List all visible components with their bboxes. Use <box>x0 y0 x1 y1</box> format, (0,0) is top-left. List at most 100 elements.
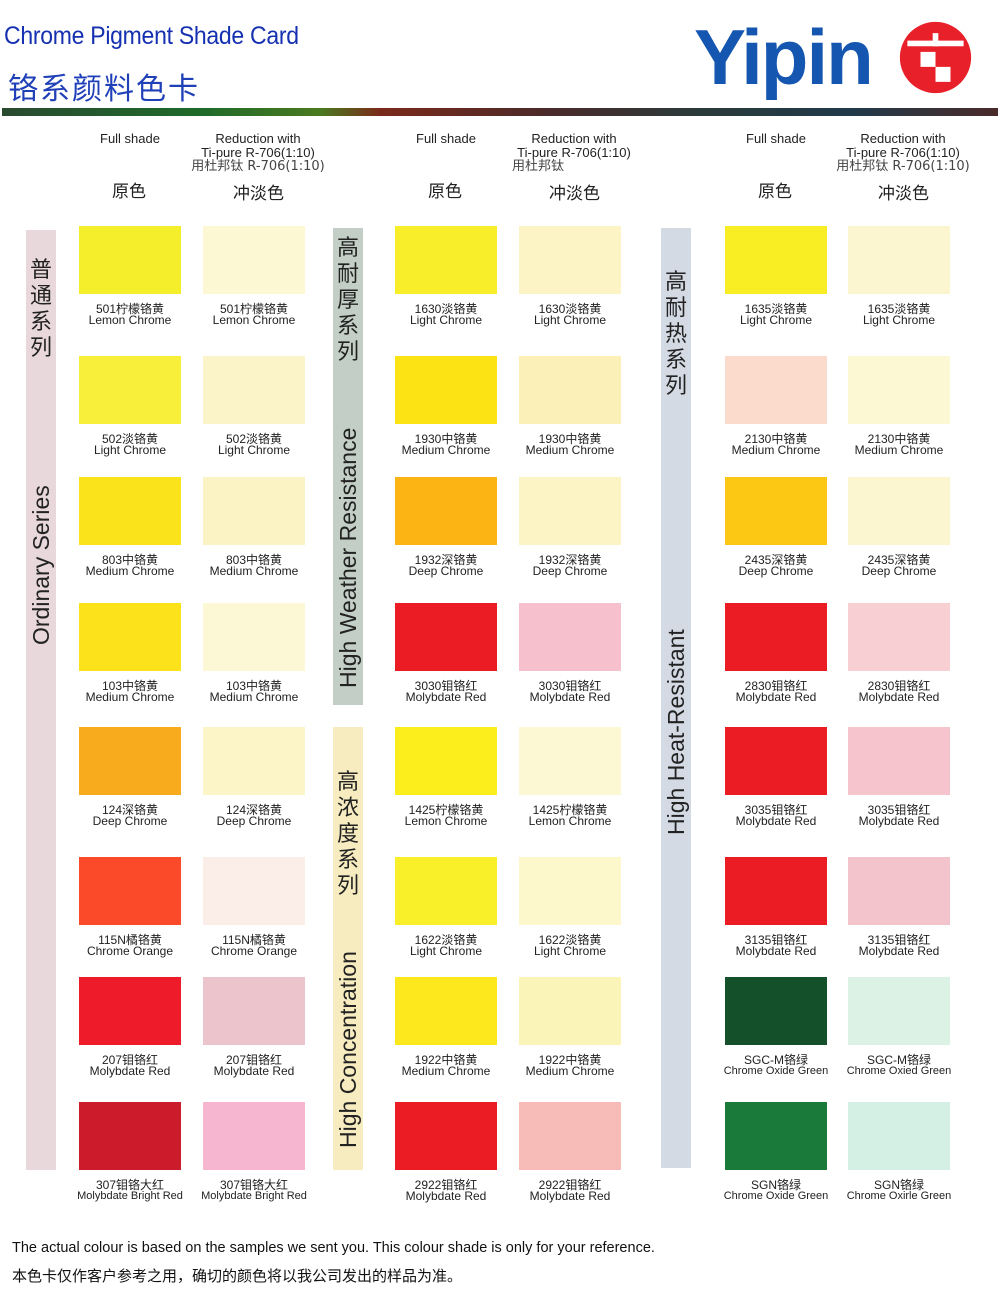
swatch-full <box>79 477 181 545</box>
pigment-name: Light Chrome <box>409 944 483 958</box>
swatch-label: 307钼铬大红 Molybdate Bright Red <box>65 1179 195 1202</box>
swatch-full <box>79 603 181 671</box>
full-shade-header: Full shade <box>416 131 476 146</box>
swatch-reduced <box>203 477 305 545</box>
pigment-code: 207钼铬红 <box>101 1053 159 1067</box>
swatch-reduced <box>848 226 950 294</box>
pigment-name: Molybdate Red <box>213 1064 295 1078</box>
series-bar <box>333 228 363 705</box>
pigment-name: Molybdate Red <box>405 690 487 704</box>
swatch-full <box>79 356 181 424</box>
pigment-name: Medium Chrome <box>85 564 175 578</box>
pigment-name: Light Chrome <box>533 944 607 958</box>
swatch-label: 501柠檬铬黄 Lemon Chrome <box>65 303 195 326</box>
swatch-label: SGN铬绿 Chrome Oxide Green <box>711 1178 841 1202</box>
pigment-code: SGN铬绿 <box>873 1178 924 1192</box>
pigment-code: 3030钼铬红 <box>414 679 478 693</box>
swatch-label: 502淡铬黄 Light Chrome <box>189 433 319 456</box>
pigment-code: 1930中铬黄 <box>414 432 478 446</box>
pigment-code: 1922中铬黄 <box>538 1053 602 1067</box>
yipin-logo-text: Yipin <box>694 13 874 101</box>
pigment-name: Medium Chrome <box>401 1064 491 1078</box>
reduction-header: Reduction with Ti-pure R-706(1:10) 用杜邦钛 R-… <box>188 132 328 174</box>
full-shade-header: Full shade <box>746 131 806 146</box>
reduction-line1: Reduction with <box>860 131 946 146</box>
swatch-label: 103中铬黄 Medium Chrome <box>65 679 195 703</box>
swatch-reduced <box>203 226 305 294</box>
swatch-full <box>725 477 827 545</box>
swatch-label: 124深铬黄 Deep Chrome <box>189 803 319 827</box>
reduction-header: Reduction with Ti-pure R-706(1:10) 用杜邦钛 <box>504 132 644 174</box>
swatch-label: 1922中铬黄 Medium Chrome <box>381 1053 511 1078</box>
reduction-cn-header: 冲淡色 <box>878 184 929 204</box>
swatch-full <box>395 226 497 294</box>
pigment-name: Deep Chrome <box>92 814 168 828</box>
pigment-name: Molybdate Red <box>529 690 611 704</box>
swatch-full <box>395 603 497 671</box>
swatch-label: 1630淡铬黄 Light Chrome <box>505 302 635 326</box>
swatch-reduced <box>203 977 305 1045</box>
swatch-reduced <box>848 356 950 424</box>
pigment-code: 124深铬黄 <box>225 803 283 817</box>
pigment-code: 3135钼铬红 <box>744 933 808 947</box>
pigment-name: Light Chrome <box>409 313 483 327</box>
pigment-name: Molybdate Red <box>858 814 940 828</box>
swatch-full <box>725 1102 827 1170</box>
pigment-name: Deep Chrome <box>532 564 608 578</box>
swatch-reduced <box>848 857 950 925</box>
swatch-full <box>79 226 181 294</box>
pigment-code: 124深铬黄 <box>101 803 159 817</box>
swatch-full <box>725 727 827 795</box>
series-bar <box>26 230 56 1170</box>
pigment-code: SGN铬绿 <box>750 1178 801 1192</box>
swatch-label: 1932深铬黄 Deep Chrome <box>505 554 635 578</box>
series-label-en: High Concentration <box>335 951 361 1148</box>
swatch-label: 3030钼铬红 Molybdate Red <box>505 680 635 704</box>
pigment-name: Lemon Chrome <box>212 313 296 327</box>
reduction-cn-sub: 用杜邦钛 R-706(1:10) <box>836 159 970 174</box>
pigment-code: SGC-M铬绿 <box>744 1053 808 1067</box>
swatch-full <box>725 603 827 671</box>
series-label-cn: 高耐厚系列 <box>336 236 359 365</box>
swatch-reduced <box>519 603 621 671</box>
swatch-label: 2435深铬黄 Deep Chrome <box>711 554 841 577</box>
pigment-code: 803中铬黄 <box>225 553 283 567</box>
pigment-code: 1622淡铬黄 <box>414 933 478 947</box>
swatch-label: 207钼铬红 Molybdate Red <box>189 1054 319 1078</box>
swatch-full <box>725 977 827 1045</box>
swatch-full <box>395 977 497 1045</box>
reduction-header: Reduction with Ti-pure R-706(1:10) 用杜邦钛 R-… <box>833 132 973 174</box>
swatch-label: 2830钼铬红 Molybdate Red <box>834 680 964 703</box>
swatch-label: 1622淡铬黄 Light Chrome <box>505 934 635 958</box>
pigment-code: 2130中铬黄 <box>744 432 808 446</box>
pigment-code: 1922中铬黄 <box>414 1053 478 1067</box>
pigment-name: Chrome Orange <box>210 944 298 958</box>
pigment-name: Molybdate Bright Red <box>77 1190 183 1202</box>
pigment-code: 307钼铬大红 <box>219 1178 289 1192</box>
swatch-reduced <box>848 727 950 795</box>
reduction-cn-header: 冲淡色 <box>549 184 600 204</box>
pigment-name: Molybdate Red <box>858 944 940 958</box>
pigment-code: 1630淡铬黄 <box>538 302 602 316</box>
swatch-reduced <box>519 1102 621 1170</box>
pigment-code: 115N橘铬黄 <box>222 933 286 947</box>
title-chinese: 铬系颜料色卡 <box>8 72 200 107</box>
swatch-label: 803中铬黄 Medium Chrome <box>189 553 319 577</box>
pigment-name: Molybdate Red <box>735 814 817 828</box>
pigment-name: Lemon Chrome <box>404 814 488 828</box>
swatch-label: 3035钼铬红 Molybdate Red <box>834 804 964 828</box>
reduction-cn-sub: 用杜邦钛 R-706(1:10) <box>191 159 325 174</box>
reduction-line1: Reduction with <box>215 131 301 146</box>
pigment-code: 115N橘铬黄 <box>98 933 162 947</box>
pigment-code: 103中铬黄 <box>101 679 159 693</box>
series-label-cn: 普通系列 <box>29 258 52 361</box>
pigment-code: 103中铬黄 <box>225 679 283 693</box>
disclaimer-chinese: 本色卡仅作客户参考之用，确切的颜色将以我公司发出的样品为准。 <box>12 1267 463 1285</box>
swatch-full <box>395 1102 497 1170</box>
pigment-code: 1425柠檬铬黄 <box>408 803 484 817</box>
series-label-en: High Weather Resistance <box>335 427 361 688</box>
pigment-code: 1635淡铬黄 <box>744 302 808 316</box>
pigment-name: Light Chrome <box>739 313 813 327</box>
pigment-code: 1425柠檬铬黄 <box>532 803 608 817</box>
pigment-name: Chrome Orange <box>86 944 174 958</box>
